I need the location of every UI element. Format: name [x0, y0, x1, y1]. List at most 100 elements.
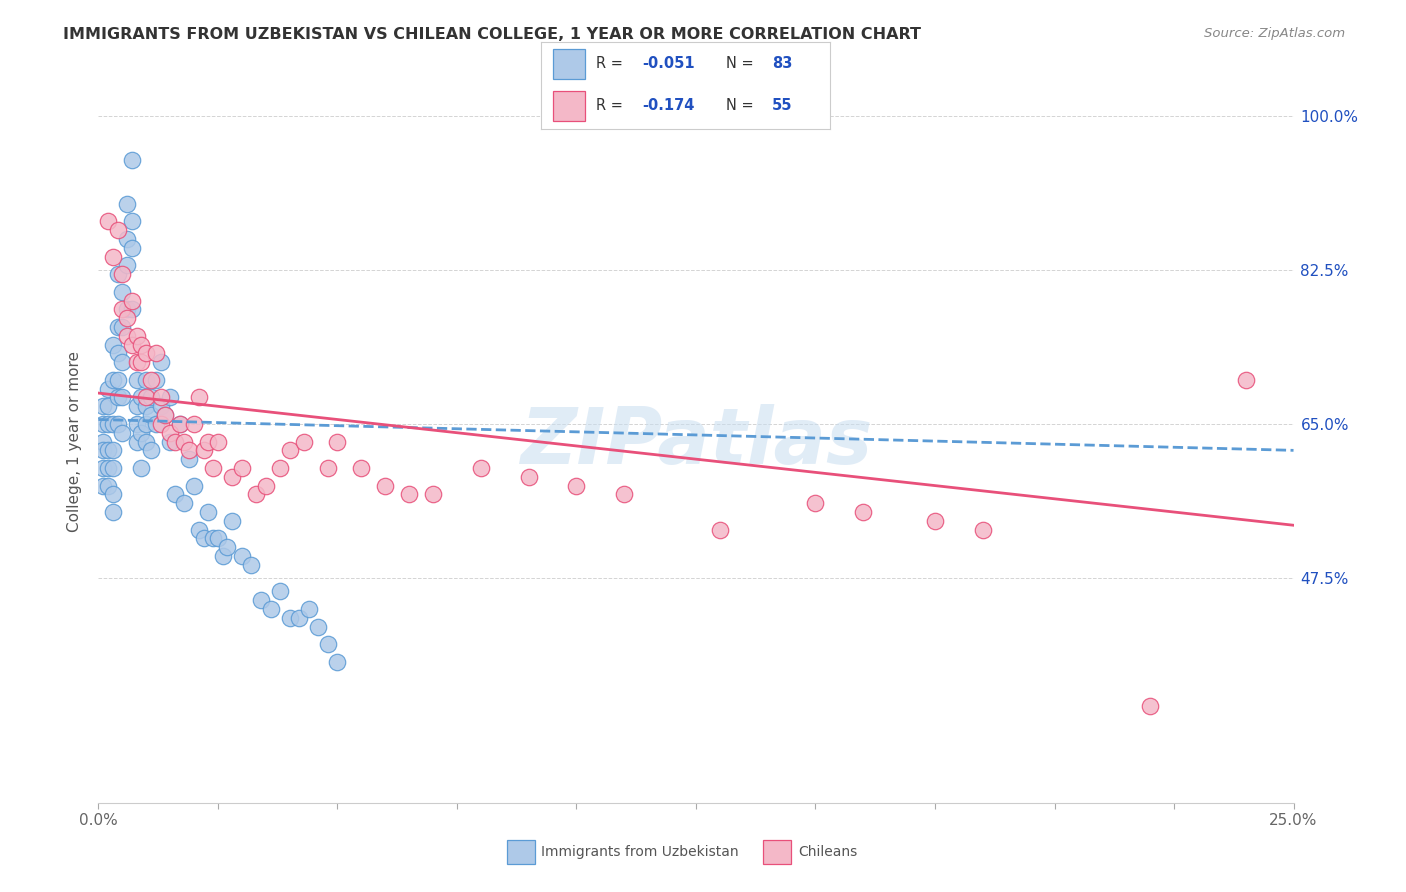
Point: [316, 637, 339, 651]
Point: [115, 232, 138, 246]
Point: [173, 496, 195, 510]
Point: [221, 514, 243, 528]
Point: [101, 417, 124, 431]
Point: [91, 434, 114, 449]
Point: [125, 417, 148, 431]
Point: [101, 250, 124, 264]
Point: [107, 417, 129, 431]
Point: [149, 399, 172, 413]
Point: [221, 470, 243, 484]
Point: [231, 549, 253, 563]
Point: [101, 443, 124, 458]
Point: [169, 417, 191, 431]
Point: [135, 434, 157, 449]
Point: [135, 373, 157, 387]
Point: [517, 470, 540, 484]
Point: [121, 302, 143, 317]
Point: [101, 487, 124, 501]
Point: [125, 434, 148, 449]
Point: [269, 584, 291, 599]
Point: [709, 523, 731, 537]
Point: [101, 505, 124, 519]
Point: [374, 478, 396, 492]
Point: [298, 602, 321, 616]
Point: [107, 391, 129, 405]
Point: [135, 417, 157, 431]
Point: [111, 425, 134, 440]
Point: [187, 391, 209, 405]
Point: [135, 391, 157, 405]
Point: [97, 399, 120, 413]
Point: [193, 532, 215, 546]
Point: [173, 434, 195, 449]
Point: [97, 443, 120, 458]
Text: N =: N =: [725, 56, 758, 71]
Point: [131, 355, 153, 369]
Point: [187, 523, 209, 537]
Point: [163, 434, 186, 449]
Point: [207, 434, 229, 449]
Point: [159, 391, 181, 405]
Point: [121, 153, 143, 167]
Point: [565, 478, 588, 492]
Point: [125, 373, 148, 387]
Point: [115, 311, 138, 326]
Point: [97, 417, 120, 431]
Point: [111, 267, 134, 281]
Point: [107, 320, 129, 334]
Point: [125, 355, 148, 369]
Point: [115, 328, 138, 343]
Point: [924, 514, 946, 528]
Text: -0.051: -0.051: [643, 56, 695, 71]
Point: [111, 285, 134, 299]
Point: [217, 541, 239, 555]
Point: [245, 487, 267, 501]
Text: Chileans: Chileans: [799, 845, 858, 859]
Point: [131, 337, 153, 351]
Point: [121, 214, 143, 228]
Point: [125, 399, 148, 413]
Point: [91, 478, 114, 492]
Point: [350, 461, 373, 475]
Point: [101, 337, 124, 351]
Point: [145, 346, 167, 360]
Point: [111, 302, 134, 317]
Bar: [553, 49, 585, 78]
Point: [97, 461, 120, 475]
Point: [326, 434, 349, 449]
Point: [121, 293, 143, 308]
Point: [183, 417, 205, 431]
Point: [111, 391, 134, 405]
Point: [278, 611, 301, 625]
Text: ZIPatlas: ZIPatlas: [520, 403, 872, 480]
Point: [139, 443, 162, 458]
Bar: [763, 840, 792, 863]
Bar: [506, 840, 534, 863]
Point: [107, 267, 129, 281]
Text: N =: N =: [725, 98, 758, 113]
Point: [804, 496, 827, 510]
Point: [91, 399, 114, 413]
Point: [169, 417, 191, 431]
Point: [254, 478, 277, 492]
Point: [131, 461, 153, 475]
Point: [1234, 373, 1257, 387]
Text: IMMIGRANTS FROM UZBEKISTAN VS CHILEAN COLLEGE, 1 YEAR OR MORE CORRELATION CHART: IMMIGRANTS FROM UZBEKISTAN VS CHILEAN CO…: [63, 27, 921, 42]
Point: [197, 434, 219, 449]
Point: [179, 443, 201, 458]
Point: [326, 655, 349, 669]
Point: [91, 443, 114, 458]
Point: [422, 487, 444, 501]
Point: [972, 523, 994, 537]
Point: [115, 196, 138, 211]
Point: [163, 487, 186, 501]
Text: R =: R =: [596, 98, 627, 113]
Point: [470, 461, 492, 475]
Text: R =: R =: [596, 56, 627, 71]
Point: [613, 487, 636, 501]
Text: 83: 83: [772, 56, 792, 71]
Point: [179, 452, 201, 467]
Point: [97, 478, 120, 492]
Point: [159, 434, 181, 449]
Point: [231, 461, 253, 475]
